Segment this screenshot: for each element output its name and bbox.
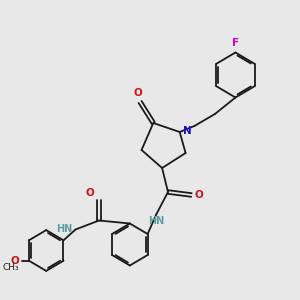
Text: F: F (232, 38, 239, 48)
Text: O: O (195, 190, 204, 200)
Text: O: O (11, 256, 19, 266)
Text: CH₃: CH₃ (3, 263, 19, 272)
Text: HN: HN (56, 224, 72, 235)
Text: N: N (183, 125, 192, 136)
Text: HN: HN (148, 216, 164, 226)
Text: O: O (134, 88, 142, 98)
Text: O: O (86, 188, 94, 198)
